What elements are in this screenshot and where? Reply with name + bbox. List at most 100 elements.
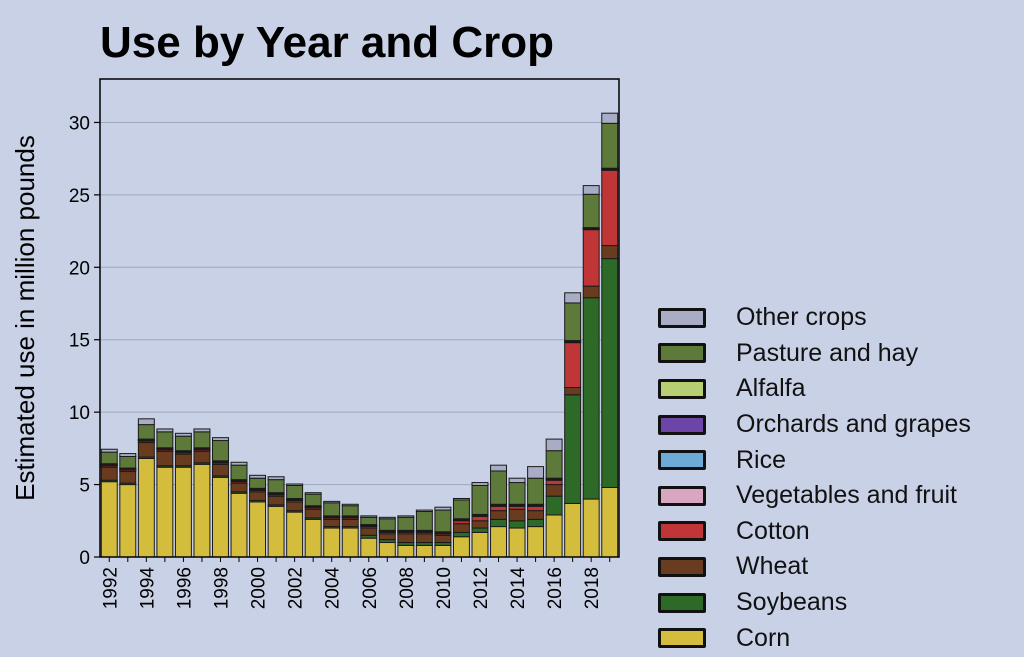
bar-segment-corn-2004 — [323, 527, 341, 558]
bar-segment-soybeans-2016 — [545, 495, 563, 516]
bar-segment-pasture-and-hay-2007 — [378, 518, 396, 531]
x-tick-label: 1996 — [174, 567, 195, 609]
bar-segment-corn-1994 — [137, 458, 155, 558]
bar-segment-other-crops-2011 — [452, 497, 470, 501]
bar-segment-other-crops-2002 — [286, 483, 304, 486]
legend-label: Alfalfa — [736, 374, 806, 403]
x-tick-label: 1992 — [100, 567, 121, 609]
bar-segment-wheat-2019 — [601, 245, 619, 260]
bar-segment-pasture-and-hay-2010 — [434, 509, 452, 533]
y-tick-label: 0 — [79, 548, 90, 569]
bar-segment-other-crops-1993 — [119, 453, 137, 457]
bar-segment-pasture-and-hay-1998 — [212, 440, 229, 462]
bar-segment-wheat-2002 — [286, 501, 304, 512]
legend-item: Orchards and grapes — [658, 407, 971, 443]
bar-segment-corn-1992 — [100, 481, 118, 558]
legend-label: Other crops — [736, 303, 867, 332]
x-tick-label: 2004 — [323, 567, 344, 610]
legend-swatch — [658, 378, 706, 399]
bar-segment-pasture-and-hay-2005 — [341, 505, 359, 517]
bar-segment-other-crops-2012 — [471, 482, 489, 486]
y-tick-label: 15 — [69, 331, 90, 352]
bar-segment-pasture-and-hay-2014 — [508, 482, 526, 505]
bar-segment-wheat-2014 — [508, 508, 526, 522]
bar-segment-wheat-2001 — [267, 495, 285, 506]
bar-segment-corn-2010 — [434, 544, 452, 558]
legend-label: Wheat — [736, 552, 809, 581]
y-tick-label: 5 — [79, 476, 90, 497]
bar-segment-wheat-2006 — [360, 527, 378, 536]
legend-swatch — [658, 450, 706, 471]
legend-swatch — [658, 485, 706, 506]
bar-segment-cotton-2012 — [471, 515, 489, 522]
bar-segment-pasture-and-hay-1996 — [174, 435, 192, 452]
bar-segment-other-crops-2019 — [601, 112, 619, 124]
bar-segment-cotton-2018 — [582, 229, 600, 287]
bar-segment-corn-2014 — [508, 527, 526, 558]
legend-item: Other crops — [658, 300, 971, 336]
legend-swatch — [658, 521, 706, 542]
bar-segment-soybeans-2013 — [490, 518, 507, 528]
bar-segment-corn-2008 — [397, 544, 415, 558]
bar-segment-corn-2018 — [582, 498, 600, 558]
bar-segment-pasture-and-hay-2019 — [601, 122, 619, 169]
bar-segment-wheat-2004 — [323, 518, 341, 528]
x-tick-label: 2012 — [471, 567, 492, 609]
bar-segment-pasture-and-hay-2009 — [415, 511, 433, 531]
bar-segment-pasture-and-hay-1999 — [230, 464, 248, 481]
bar-segment-soybeans-2011 — [452, 531, 470, 538]
x-tick-label: 2006 — [360, 567, 381, 609]
legend-label: Vegetables and fruit — [736, 481, 957, 510]
bar-segment-pasture-and-hay-2008 — [397, 516, 415, 531]
legend-item: Corn — [658, 620, 971, 656]
legend-label: Soybeans — [736, 588, 848, 617]
bar-segment-corn-2005 — [341, 527, 359, 558]
bar-segment-wheat-1996 — [174, 453, 192, 467]
bar-segment-corn-1996 — [174, 466, 192, 558]
bar-segment-wheat-1995 — [156, 450, 174, 467]
bar-segment-wheat-2016 — [545, 484, 563, 497]
bar-segment-wheat-1999 — [230, 482, 248, 493]
bar-segment-soybeans-2012 — [471, 527, 489, 533]
bar-segment-pasture-and-hay-1993 — [119, 455, 137, 469]
bar-segment-other-crops-2015 — [527, 466, 545, 479]
bar-segment-wheat-1994 — [137, 442, 155, 458]
bar-segment-other-crops-2008 — [397, 515, 415, 518]
bar-segment-corn-2011 — [452, 536, 470, 558]
legend-item: Cotton — [658, 514, 971, 550]
legend-label: Pasture and hay — [736, 338, 919, 367]
bar-segment-corn-2002 — [286, 511, 304, 558]
bar-segment-soybeans-2015 — [527, 518, 545, 528]
legend-label: Orchards and grapes — [736, 410, 971, 439]
bar-segment-other-crops-2016 — [545, 438, 563, 452]
bar-segment-corn-2015 — [527, 526, 545, 558]
bar-segment-corn-1993 — [119, 484, 137, 558]
bar-segment-other-crops-2001 — [267, 476, 285, 481]
bar-segment-corn-2013 — [490, 526, 507, 558]
bar-segment-pasture-and-hay-2012 — [471, 484, 489, 515]
bar-segment-pasture-and-hay-2001 — [267, 479, 285, 494]
bar-segment-corn-1999 — [230, 492, 248, 558]
bar-segment-pasture-and-hay-1997 — [193, 431, 211, 449]
bar-segment-pasture-and-hay-2017 — [564, 302, 582, 342]
bar-segment-other-crops-2010 — [434, 506, 452, 511]
bar-segment-cotton-2015 — [527, 505, 545, 512]
x-tick-label: 2010 — [434, 567, 455, 609]
bar-segment-other-crops-1992 — [100, 448, 118, 453]
bar-segment-wheat-2011 — [452, 523, 470, 533]
bar-segment-wheat-2010 — [434, 534, 452, 544]
bar-segment-corn-1997 — [193, 463, 211, 558]
bar-segment-pasture-and-hay-1995 — [156, 431, 174, 449]
bar-segment-wheat-1998 — [212, 463, 229, 477]
bar-segment-pasture-and-hay-2004 — [323, 502, 341, 517]
bar-segment-other-crops-2006 — [360, 515, 378, 518]
bar-segment-wheat-2015 — [527, 510, 545, 520]
legend-swatch — [658, 628, 706, 649]
legend-item: Vegetables and fruit — [658, 478, 971, 514]
bar-segment-wheat-1993 — [119, 471, 137, 484]
bar-segment-wheat-1997 — [193, 450, 211, 464]
y-tick-label: 25 — [69, 186, 90, 207]
y-tick-label: 10 — [69, 403, 90, 424]
bar-segment-wheat-2000 — [249, 491, 267, 502]
